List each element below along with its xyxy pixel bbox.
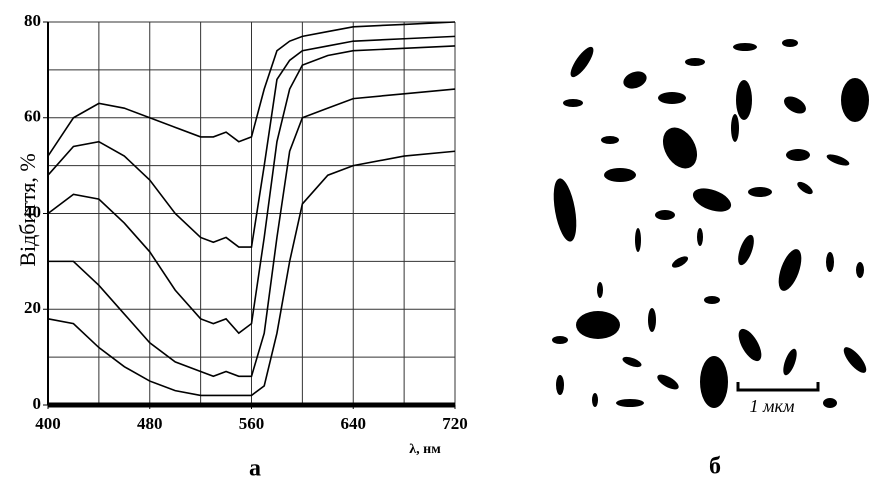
- particle: [658, 92, 686, 104]
- particle: [553, 178, 577, 242]
- particle: [616, 399, 644, 407]
- curve: [47, 35, 456, 248]
- curve: [47, 45, 456, 335]
- particle: [736, 80, 752, 120]
- particle: [704, 296, 720, 304]
- particle: [622, 356, 642, 368]
- particle: [843, 347, 867, 373]
- curve: [47, 150, 456, 397]
- particle: [648, 308, 656, 332]
- x-tick-label: 560: [239, 414, 265, 433]
- particle: [657, 374, 679, 390]
- particle: [738, 234, 754, 266]
- particle: [552, 336, 568, 344]
- particle: [826, 154, 850, 166]
- particle: [655, 210, 675, 220]
- y-tick-label: 40: [24, 202, 41, 221]
- particle: [733, 43, 757, 51]
- particle: [635, 228, 641, 252]
- scale-bar-label: 1 мкм: [750, 396, 795, 416]
- particle: [692, 188, 732, 212]
- particle: [731, 114, 739, 142]
- particle: [856, 262, 864, 278]
- particle: [592, 393, 598, 407]
- particle: [784, 96, 806, 114]
- y-tick-label: 0: [33, 394, 42, 413]
- y-axis-label: Відбиття, %: [15, 153, 40, 266]
- curve: [48, 88, 456, 378]
- scale-bar: [736, 382, 820, 392]
- x-tick-label: 480: [137, 414, 163, 433]
- particle: [797, 181, 813, 195]
- particle: [604, 168, 636, 182]
- y-tick-label: 20: [24, 298, 41, 317]
- y-tick-label: 60: [24, 107, 41, 126]
- particle: [786, 149, 810, 161]
- particle: [823, 398, 837, 408]
- particle: [623, 71, 647, 89]
- y-tick-label: 80: [24, 11, 41, 30]
- panel-label: а: [249, 456, 261, 482]
- micrograph: 1 мкм б: [552, 39, 869, 480]
- particle: [662, 127, 698, 169]
- particle: [570, 46, 594, 78]
- particle: [556, 375, 564, 395]
- particle: [841, 78, 869, 122]
- particle: [778, 249, 802, 291]
- particle: [563, 99, 583, 107]
- x-tick-label: 720: [442, 414, 468, 433]
- particle: [826, 252, 834, 272]
- particle: [601, 136, 619, 144]
- particle: [700, 356, 728, 408]
- x-tick-label: 640: [341, 414, 367, 433]
- x-axis-label: λ, нм: [409, 442, 441, 457]
- x-tick-label: 400: [35, 414, 61, 433]
- particle: [782, 39, 798, 47]
- curve: [47, 21, 456, 157]
- particle: [783, 348, 797, 376]
- particle: [597, 282, 603, 298]
- particle: [671, 256, 689, 268]
- particle: [697, 228, 703, 246]
- particle: [685, 58, 705, 66]
- panel-label: б: [709, 454, 721, 480]
- particle: [576, 311, 620, 339]
- particle: [738, 328, 762, 362]
- particle: [748, 187, 772, 197]
